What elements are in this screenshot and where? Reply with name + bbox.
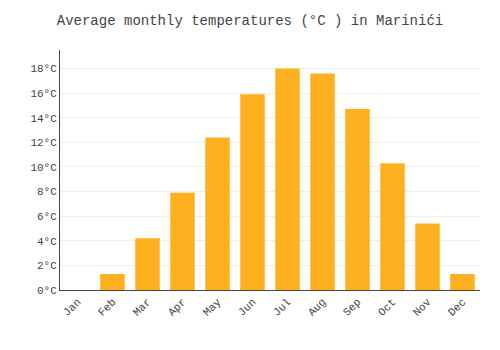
svg-text:Jan: Jan: [61, 296, 83, 318]
svg-text:Sep: Sep: [341, 296, 363, 318]
svg-text:4°C: 4°C: [37, 236, 57, 248]
svg-text:14°C: 14°C: [30, 113, 57, 125]
svg-text:2°C: 2°C: [37, 260, 57, 272]
svg-text:Aug: Aug: [306, 296, 328, 318]
svg-text:Mar: Mar: [131, 296, 153, 318]
svg-text:Average monthly temperatures (: Average monthly temperatures (°C ) in Ma…: [57, 13, 443, 29]
svg-text:10°C: 10°C: [30, 162, 57, 174]
svg-text:Dec: Dec: [446, 296, 468, 318]
svg-text:Jul: Jul: [271, 296, 293, 318]
svg-text:Oct: Oct: [376, 296, 398, 318]
svg-text:6°C: 6°C: [37, 211, 57, 223]
svg-text:12°C: 12°C: [30, 137, 57, 149]
svg-text:18°C: 18°C: [30, 63, 57, 75]
svg-text:16°C: 16°C: [30, 88, 57, 100]
svg-text:0°C: 0°C: [37, 285, 57, 297]
svg-text:Apr: Apr: [166, 296, 188, 318]
svg-text:Nov: Nov: [411, 296, 434, 319]
svg-text:Jun: Jun: [236, 296, 258, 318]
svg-text:Feb: Feb: [96, 296, 118, 318]
svg-text:8°C: 8°C: [37, 186, 57, 198]
svg-text:May: May: [201, 296, 224, 319]
